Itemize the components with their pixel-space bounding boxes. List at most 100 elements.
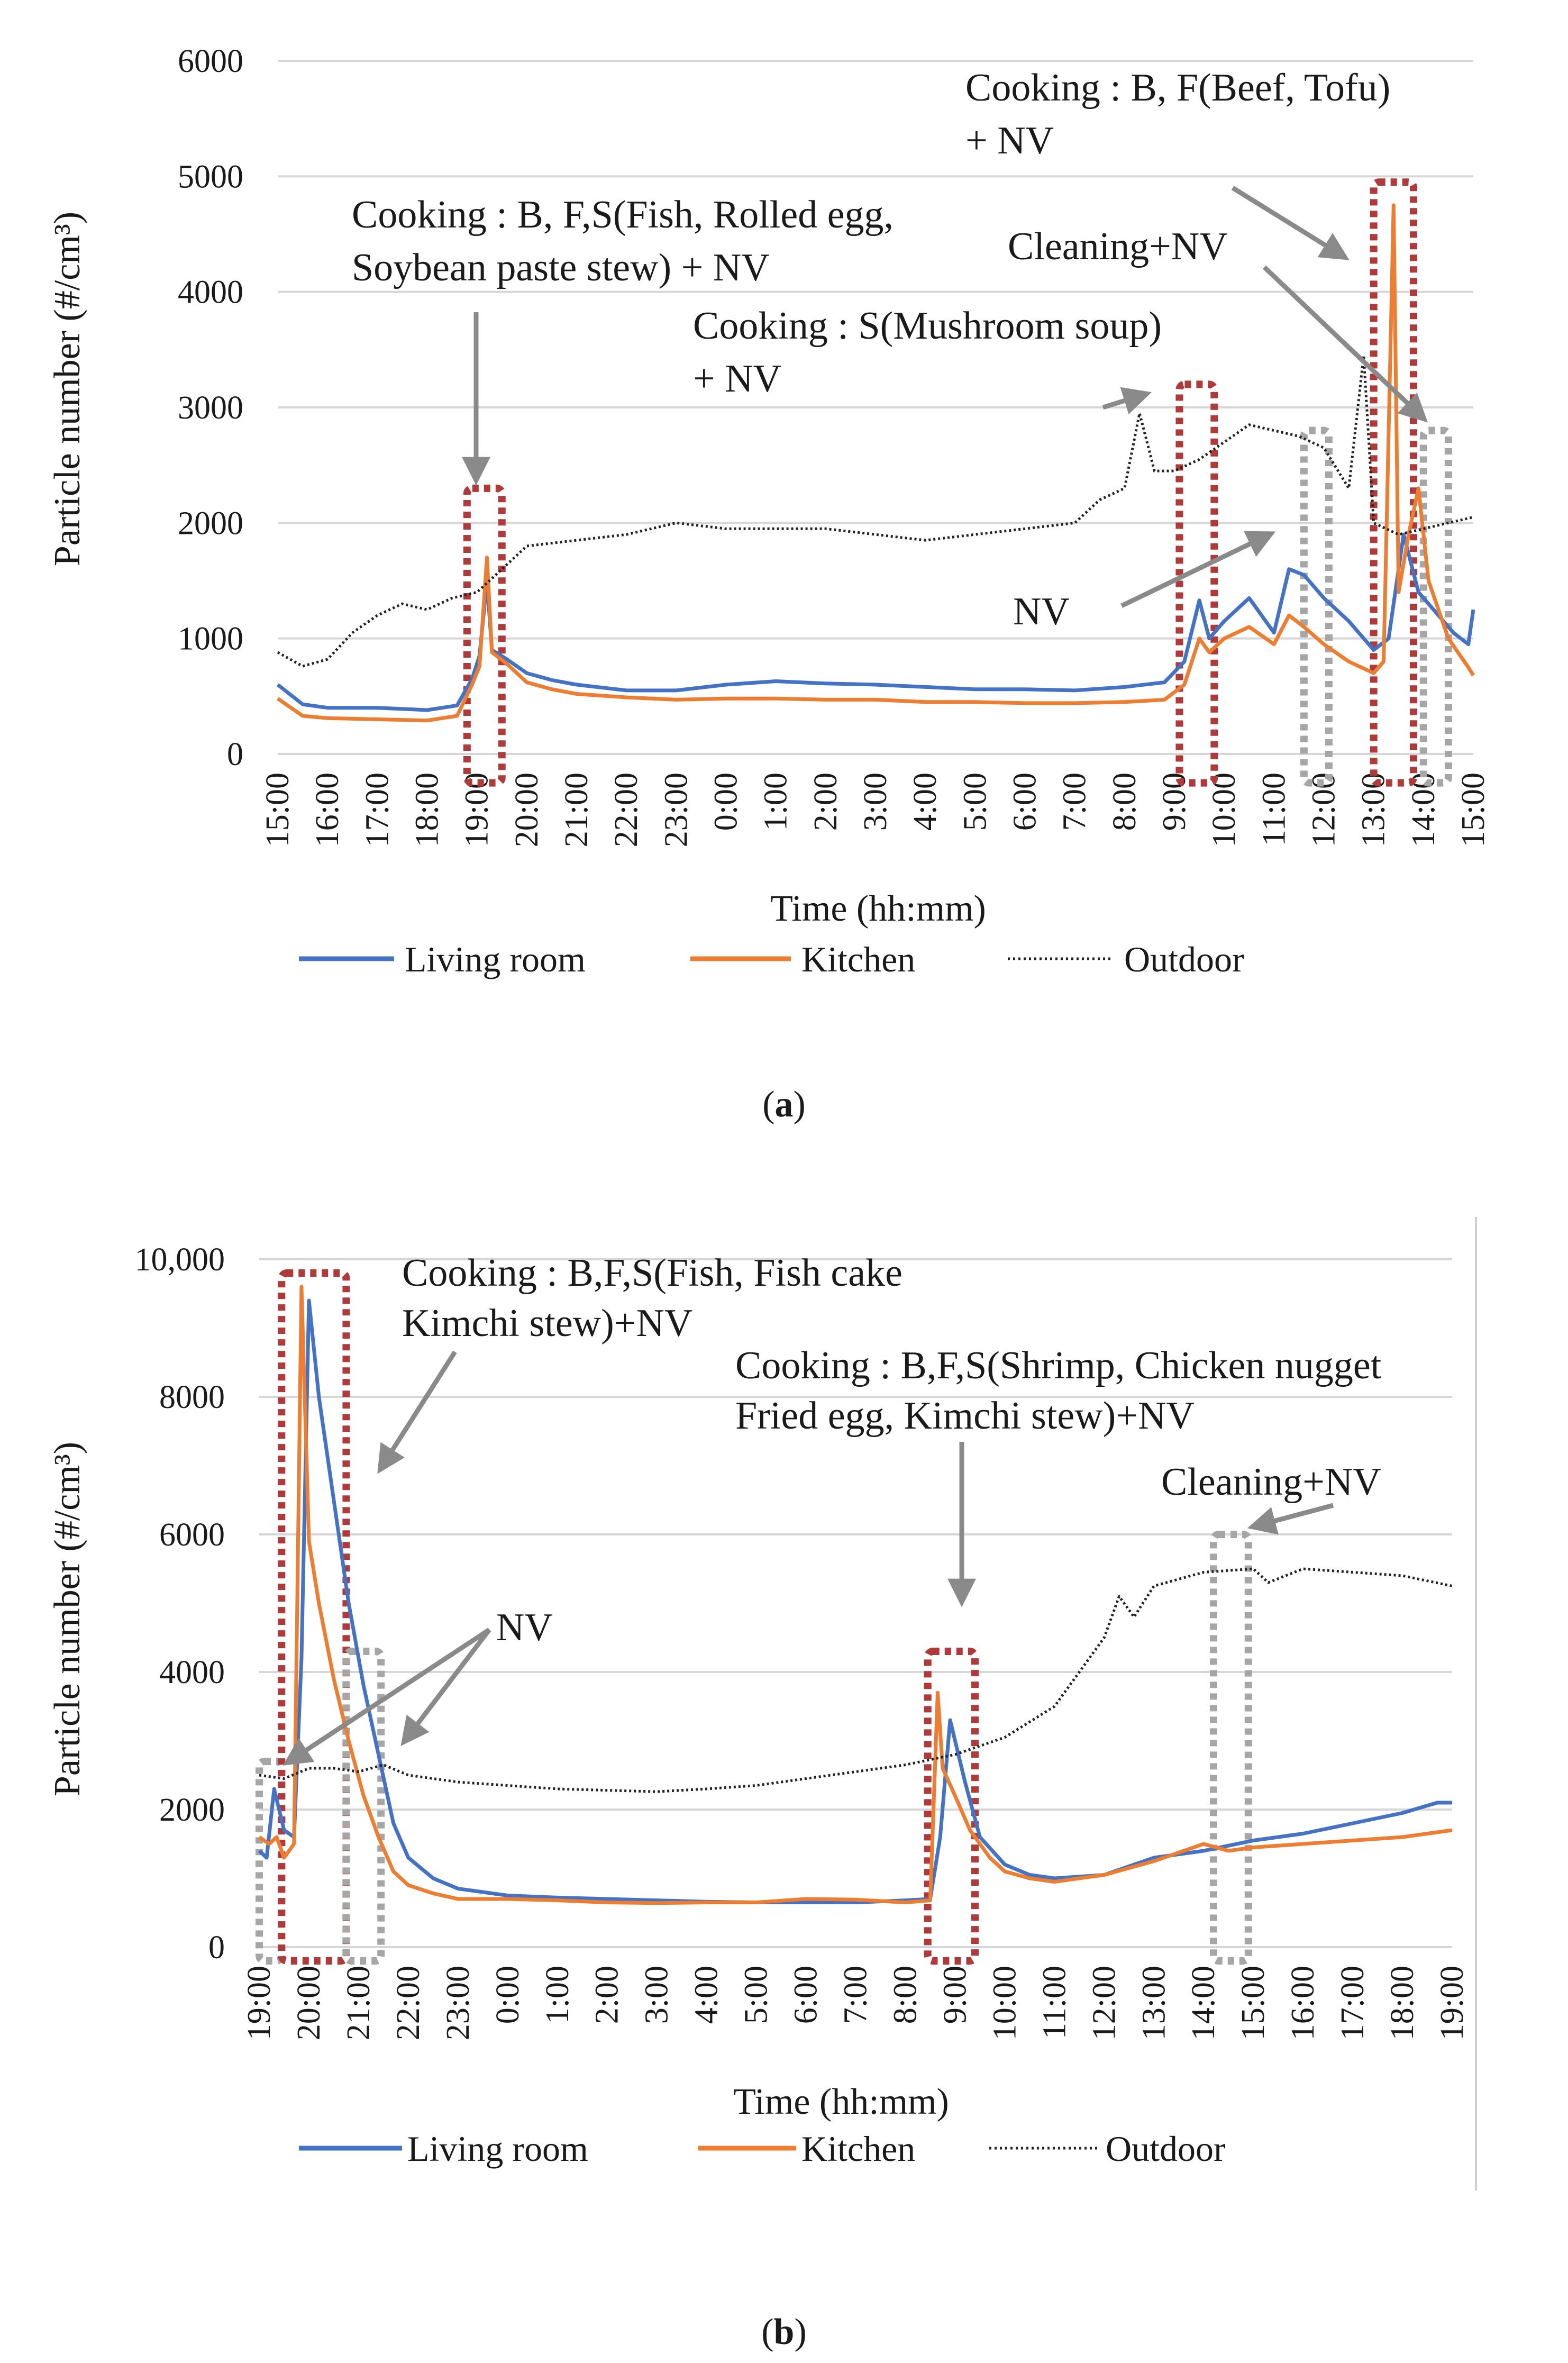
x-tick-label: 0:00 [708, 772, 744, 831]
x-tick-label: 15:00 [1455, 772, 1491, 847]
legend-label-outdoor: Outdoor [1106, 2129, 1226, 2169]
x-tick-label: 15:00 [1235, 1966, 1271, 2040]
y-tick-label: 6000 [159, 1517, 225, 1553]
annotation-line: Cleaning+NV [1161, 1460, 1381, 1504]
x-tick-label: 18:00 [409, 772, 445, 847]
arrow-beef-a [1231, 186, 1350, 260]
x-tick-label: 11:00 [1256, 772, 1292, 846]
annotation-cleaning-b: Cleaning+NV [1161, 1460, 1381, 1504]
x-tick-label: 5:00 [739, 1966, 774, 2024]
x-tick-label: 18:00 [1384, 1966, 1420, 2040]
x-tick-label: 19:00 [1434, 1966, 1470, 2040]
annotation-line: + NV [693, 357, 781, 401]
x-tick-label: 17:00 [1335, 1966, 1371, 2040]
x-tick-label: 1:00 [758, 772, 794, 831]
y-tick-labels-a: 0 1000 2000 3000 4000 5000 6000 [178, 43, 243, 772]
arrow-nv-right-b [400, 1628, 491, 1747]
grid-layer-b [259, 1258, 1452, 1948]
y-tick-label: 2000 [159, 1792, 225, 1828]
annotation-nv-a: NV [1013, 590, 1070, 633]
x-tick-label: 20:00 [509, 772, 545, 847]
arrow-fish-cake-b [377, 1350, 457, 1474]
x-tick-label: 20:00 [291, 1966, 327, 2040]
x-tick-label: 6:00 [788, 1966, 824, 2024]
y-tick-label: 10,000 [135, 1242, 225, 1278]
annotation-line: NV [1013, 590, 1070, 633]
x-tick-label: 22:00 [608, 772, 644, 847]
y-tick-label: 0 [227, 737, 243, 772]
x-tick-label: 0:00 [490, 1966, 526, 2024]
legend-a: Living room Kitchen Outdoor [299, 939, 1244, 979]
chart-a: 0 1000 2000 3000 4000 5000 6000 15:00 16:00 17:0… [47, 43, 1491, 1125]
series-line-living-room [276, 532, 1475, 712]
x-tick-label: 4:00 [689, 1966, 725, 2024]
x-axis-title-b: Time (hh:mm) [733, 2082, 949, 2122]
series-line-living-room [258, 1298, 1452, 1904]
nv-highlight-box [256, 1758, 286, 1965]
x-tick-label: 3:00 [639, 1966, 675, 2024]
legend-label-living-room: Living room [405, 939, 586, 979]
y-tick-label: 3000 [178, 390, 243, 426]
x-tick-label: 21:00 [559, 772, 595, 847]
x-tick-label: 8:00 [887, 1966, 923, 2024]
nv-highlight-box [342, 1648, 385, 1965]
arrow-nv-left-b [282, 1628, 491, 1766]
annotation-cleaning-a: Cleaning+NV [1008, 225, 1228, 268]
arrow-nv-a [1120, 531, 1276, 608]
panel-label-b: (b) [761, 2312, 807, 2352]
x-tick-label: 13:00 [1136, 1966, 1172, 2040]
cooking-highlight-box [1370, 178, 1418, 787]
x-tick-label: 4:00 [907, 772, 943, 831]
nv-highlight-box [1300, 426, 1333, 787]
x-tick-label: 21:00 [341, 1966, 377, 2040]
y-tick-label: 8000 [159, 1379, 225, 1415]
annotation-mushroom-a: Cooking : S(Mushroom soup) + NV [693, 304, 1162, 401]
cooking-highlight-box [278, 1269, 350, 1965]
x-tick-label: 7:00 [1057, 772, 1093, 831]
series-line-outdoor [277, 354, 1474, 668]
x-tick-labels-b: 19:00 20:00 21:00 22:00 23:00 0:00 1:00 2:00 3:0… [241, 1966, 1470, 2040]
chart-b: 0 2000 4000 6000 8000 10,000 19:00 20:00 21:00 2… [47, 1217, 1477, 2352]
arrow-mushroom-a [1102, 387, 1152, 415]
x-tick-label: 11:00 [1036, 1966, 1072, 2039]
y-tick-label: 4000 [159, 1655, 225, 1691]
x-tick-label: 23:00 [658, 772, 694, 847]
x-tick-label: 19:00 [459, 772, 495, 847]
annotation-line: Fried egg, Kimchi stew)+NV [735, 1394, 1195, 1438]
y-tick-label: 1000 [178, 621, 243, 657]
annotation-line: Cooking : B, F(Beef, Tofu) [965, 66, 1390, 110]
annotation-line: Cooking : B, F,S(Fish, Rolled egg, [352, 193, 894, 237]
cooking-highlight-box [1175, 380, 1218, 787]
x-tick-label: 23:00 [440, 1966, 476, 2040]
annotation-shrimp-b: Cooking : B,F,S(Shrimp, Chicken nugget F… [735, 1344, 1382, 1438]
x-tick-label: 22:00 [390, 1966, 426, 2040]
x-tick-label: 10:00 [987, 1966, 1023, 2040]
legend-label-living-room: Living room [407, 2129, 588, 2169]
highlight-boxes-b [256, 1269, 1252, 1965]
annotation-line: Cleaning+NV [1008, 225, 1228, 268]
x-tick-label: 8:00 [1107, 772, 1143, 831]
annotation-line: + NV [965, 119, 1054, 162]
series-line-kitchen [276, 203, 1475, 723]
series-layer-a [276, 203, 1475, 723]
y-tick-label: 5000 [178, 159, 243, 195]
x-tick-label: 1:00 [540, 1966, 576, 2024]
x-tick-label: 14:00 [1186, 1966, 1221, 2040]
arrow-cleaning-a [1262, 265, 1428, 423]
panel-label-a: (a) [762, 1084, 806, 1125]
x-tick-label: 15:00 [260, 772, 296, 847]
annotation-line: Cooking : B,F,S(Fish, Fish cake [402, 1251, 902, 1295]
x-tick-label: 5:00 [957, 772, 993, 831]
x-tick-label: 2:00 [808, 772, 844, 831]
series-layer-b [258, 1285, 1453, 1905]
x-tick-label: 16:00 [1285, 1966, 1321, 2040]
x-tick-label: 2:00 [589, 1966, 625, 2024]
annotation-line: NV [496, 1606, 553, 1649]
legend-b: Living room Kitchen Outdoor [299, 2129, 1226, 2169]
y-tick-label: 2000 [178, 505, 243, 541]
x-tick-label: 16:00 [309, 772, 345, 847]
grid-layer-a [278, 60, 1473, 755]
annotation-line: Cooking : B,F,S(Shrimp, Chicken nugget [735, 1344, 1382, 1387]
x-tick-label: 10:00 [1206, 772, 1242, 847]
x-tick-label: 9:00 [937, 1966, 973, 2024]
